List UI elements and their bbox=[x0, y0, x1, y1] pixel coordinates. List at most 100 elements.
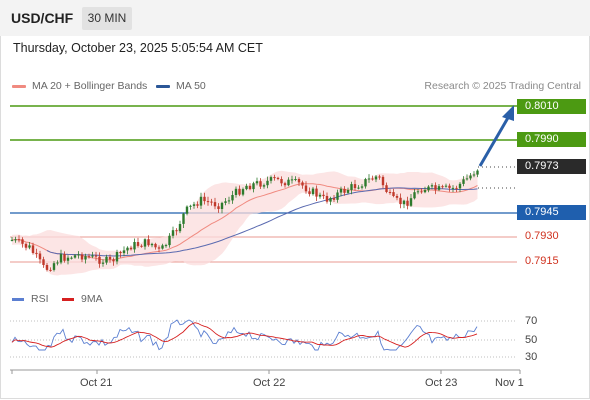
legend-9ma: 9MA bbox=[62, 293, 103, 305]
candle-body bbox=[294, 179, 297, 180]
candle-body bbox=[374, 176, 378, 180]
candle-body bbox=[147, 239, 150, 246]
legend-ma20: MA 20 + Bollinger Bands bbox=[12, 80, 147, 92]
candle-body bbox=[227, 200, 231, 202]
candle-body bbox=[357, 187, 360, 189]
rsi-tick-30: 30 bbox=[525, 351, 538, 363]
candle-body bbox=[112, 259, 115, 262]
candle-body bbox=[77, 254, 80, 256]
candle-body bbox=[238, 188, 241, 195]
candle-body bbox=[266, 180, 269, 186]
candle-body bbox=[399, 197, 402, 205]
x-label-nov1: Nov 1 bbox=[495, 377, 524, 389]
rsi-panel bbox=[10, 319, 517, 358]
research-credit: Research © 2025 Trading Central bbox=[424, 80, 581, 92]
candle-body bbox=[252, 183, 255, 190]
candle-body bbox=[35, 252, 38, 254]
candle-body bbox=[129, 247, 133, 250]
ma20-label: MA 20 + Bollinger Bands bbox=[32, 80, 148, 92]
candle-body bbox=[115, 252, 119, 262]
candle-body bbox=[343, 188, 346, 193]
candle-body bbox=[283, 183, 287, 186]
candle-body bbox=[168, 235, 171, 246]
r2-label: 0.8010 bbox=[517, 99, 586, 114]
candle-body bbox=[420, 191, 423, 193]
candle-body bbox=[28, 245, 31, 248]
candle-body bbox=[91, 255, 94, 257]
candle-body bbox=[325, 196, 329, 202]
r1-label: 0.7990 bbox=[517, 132, 586, 147]
candle-body bbox=[52, 263, 56, 270]
candle-body bbox=[87, 256, 91, 258]
candle-body bbox=[441, 186, 444, 188]
candle-body bbox=[196, 204, 199, 206]
arrow-shaft bbox=[478, 115, 511, 167]
candle-body bbox=[217, 206, 220, 209]
pivot-label: 0.7945 bbox=[517, 205, 586, 220]
candle-body bbox=[70, 257, 73, 259]
candle-body bbox=[231, 195, 234, 201]
candle-body bbox=[315, 188, 318, 197]
candle-body bbox=[73, 255, 77, 258]
candle-body bbox=[332, 198, 336, 200]
x-label-oct22: Oct 22 bbox=[253, 377, 286, 389]
candle-body bbox=[63, 254, 66, 261]
timeframe-button[interactable]: 30 MIN bbox=[82, 7, 132, 30]
candle-body bbox=[122, 250, 126, 254]
candle-body bbox=[308, 191, 311, 195]
rsi-tick-50: 50 bbox=[525, 334, 538, 346]
arrow-head bbox=[502, 105, 514, 121]
candle-body bbox=[126, 247, 129, 251]
candle-body bbox=[66, 257, 70, 261]
candle-body bbox=[192, 204, 196, 206]
candle-body bbox=[458, 183, 462, 189]
candle-body bbox=[318, 194, 322, 197]
candle-body bbox=[336, 192, 339, 200]
candle-body bbox=[311, 188, 315, 195]
candle-body bbox=[259, 181, 262, 187]
candle-body bbox=[444, 185, 448, 187]
candle-body bbox=[437, 186, 441, 190]
candle-body bbox=[262, 185, 266, 187]
candle-body bbox=[248, 185, 252, 190]
s1-label: 0.7930 bbox=[525, 230, 559, 242]
rsi-line bbox=[11, 319, 478, 351]
candle-body bbox=[189, 205, 192, 207]
candle-body bbox=[290, 179, 294, 181]
candle-body bbox=[234, 188, 238, 195]
chart-header: USD/CHF 30 MIN bbox=[0, 0, 590, 36]
ma20-swatch bbox=[12, 84, 26, 88]
candle-body bbox=[329, 198, 332, 202]
candle-body bbox=[185, 206, 189, 214]
candle-body bbox=[469, 175, 472, 179]
candle-body bbox=[367, 178, 371, 180]
candle-body bbox=[350, 184, 353, 190]
candle-body bbox=[24, 243, 28, 248]
legend-ma50: MA 50 bbox=[156, 80, 206, 92]
candle-body bbox=[42, 259, 45, 265]
candle-body bbox=[10, 239, 14, 241]
candle-body bbox=[451, 187, 455, 189]
x-axis bbox=[10, 369, 521, 374]
candle-body bbox=[14, 239, 17, 241]
candle-body bbox=[206, 201, 210, 203]
symbol-title: USD/CHF bbox=[11, 10, 74, 26]
x-label-oct21: Oct 21 bbox=[80, 377, 113, 389]
candle-body bbox=[59, 254, 63, 263]
timestamp: Thursday, October 23, 2025 5:05:54 AM CE… bbox=[13, 41, 263, 55]
candle-body bbox=[161, 245, 164, 249]
candle-body bbox=[210, 201, 213, 203]
candle-body bbox=[269, 177, 273, 181]
candle-body bbox=[395, 196, 399, 198]
candle-body bbox=[140, 245, 143, 247]
candle-body bbox=[164, 245, 168, 247]
candle-body bbox=[213, 202, 217, 207]
candle-body bbox=[346, 190, 350, 193]
9ma-label: 9MA bbox=[81, 293, 103, 305]
candle-body bbox=[31, 245, 35, 253]
9ma-swatch bbox=[62, 297, 74, 301]
candle-body bbox=[245, 185, 248, 190]
candle-body bbox=[371, 178, 374, 180]
candle-body bbox=[339, 188, 343, 193]
